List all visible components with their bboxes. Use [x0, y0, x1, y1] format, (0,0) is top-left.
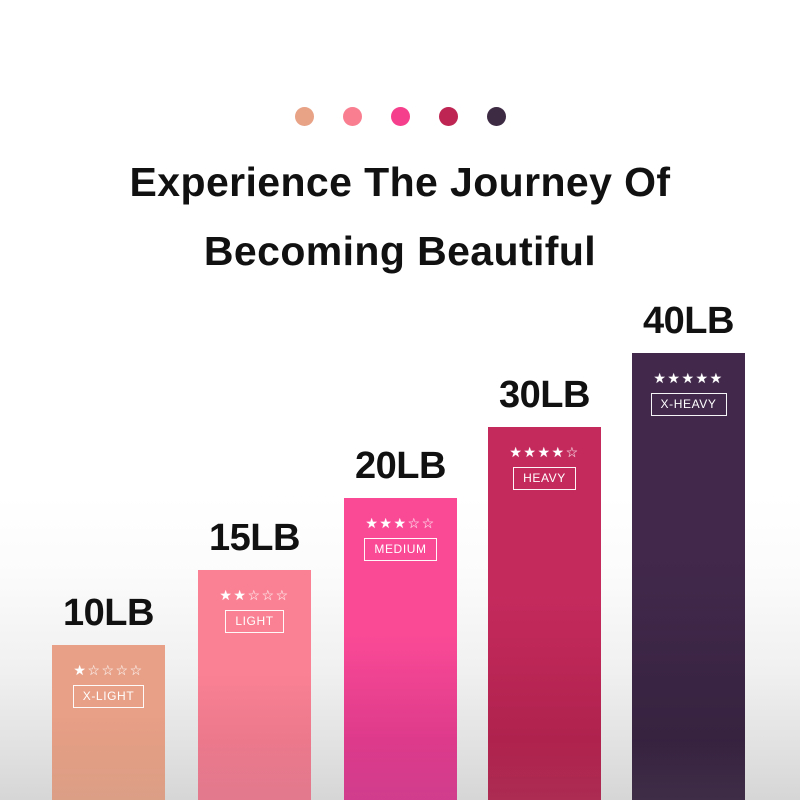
dot-x-heavy [486, 107, 506, 126]
bar-body[interactable]: ★☆☆☆☆ X-LIGHT [52, 645, 165, 800]
bar-column[interactable]: 40LB ★★★★★ X-HEAVY [632, 302, 745, 800]
star-outline-icon: ☆ [275, 587, 290, 603]
page-title-line-2: Becoming Beautiful [203, 228, 597, 274]
star-rating: ★★★☆☆ [365, 516, 435, 530]
bar-weight-label: 15LB [209, 517, 300, 559]
star-filled-icon: ★ [233, 587, 248, 603]
tier-badge: LIGHT [225, 610, 284, 633]
tier-badge: MEDIUM [364, 538, 437, 561]
star-outline-icon: ☆ [421, 515, 436, 531]
star-rating: ★★★★★ [653, 371, 723, 385]
bar-weight-label: 30LB [499, 374, 590, 416]
star-outline-icon: ☆ [101, 662, 116, 678]
star-filled-icon: ★ [219, 587, 234, 603]
bar-body[interactable]: ★★★★☆ HEAVY [488, 427, 601, 800]
bar-weight-label: 40LB [643, 300, 734, 342]
page-title-line-1: Experience The Journey Of [129, 159, 671, 205]
star-outline-icon: ☆ [87, 662, 102, 678]
star-filled-icon: ★ [681, 370, 696, 386]
star-filled-icon: ★ [393, 515, 408, 531]
tier-badge: HEAVY [513, 467, 576, 490]
bar-body[interactable]: ★★★☆☆ MEDIUM [344, 498, 457, 800]
page-title: Experience The Journey Of Becoming Beaut… [0, 148, 800, 286]
bar-weight-label: 10LB [63, 592, 154, 634]
bar-column[interactable]: 20LB ★★★☆☆ MEDIUM [344, 447, 457, 800]
dot-x-light [294, 107, 314, 126]
tier-badge: X-LIGHT [72, 685, 145, 708]
bar-body[interactable]: ★★☆☆☆ LIGHT [198, 570, 311, 800]
bar-weight-label: 20LB [355, 445, 446, 487]
star-filled-icon: ★ [653, 370, 668, 386]
star-filled-icon: ★ [523, 444, 538, 460]
bar-column[interactable]: 10LB ★☆☆☆☆ X-LIGHT [52, 594, 165, 800]
star-filled-icon: ★ [509, 444, 524, 460]
star-rating: ★★☆☆☆ [219, 588, 289, 602]
star-filled-icon: ★ [379, 515, 394, 531]
color-swatch-row [0, 107, 800, 126]
bar-column[interactable]: 15LB ★★☆☆☆ LIGHT [198, 519, 311, 800]
star-filled-icon: ★ [537, 444, 552, 460]
dot-light [342, 107, 362, 126]
resistance-band-bar-chart: 10LB ★☆☆☆☆ X-LIGHT 15LB ★★☆☆☆ LIGHT 20LB ★★★☆☆ M… [52, 0, 748, 800]
star-outline-icon: ☆ [261, 587, 276, 603]
bar-column[interactable]: 30LB ★★★★☆ HEAVY [488, 376, 601, 800]
star-outline-icon: ☆ [129, 662, 144, 678]
star-filled-icon: ★ [709, 370, 724, 386]
dot-heavy [438, 107, 458, 126]
star-outline-icon: ☆ [247, 587, 262, 603]
star-rating: ★★★★☆ [509, 445, 579, 459]
star-filled-icon: ★ [667, 370, 682, 386]
tier-badge: X-HEAVY [650, 393, 727, 416]
star-filled-icon: ★ [695, 370, 710, 386]
star-filled-icon: ★ [73, 662, 88, 678]
star-rating: ★☆☆☆☆ [73, 663, 143, 677]
star-filled-icon: ★ [365, 515, 380, 531]
star-outline-icon: ☆ [407, 515, 422, 531]
star-filled-icon: ★ [551, 444, 566, 460]
star-outline-icon: ☆ [565, 444, 580, 460]
dot-medium [390, 107, 410, 126]
bar-body[interactable]: ★★★★★ X-HEAVY [632, 353, 745, 800]
star-outline-icon: ☆ [115, 662, 130, 678]
